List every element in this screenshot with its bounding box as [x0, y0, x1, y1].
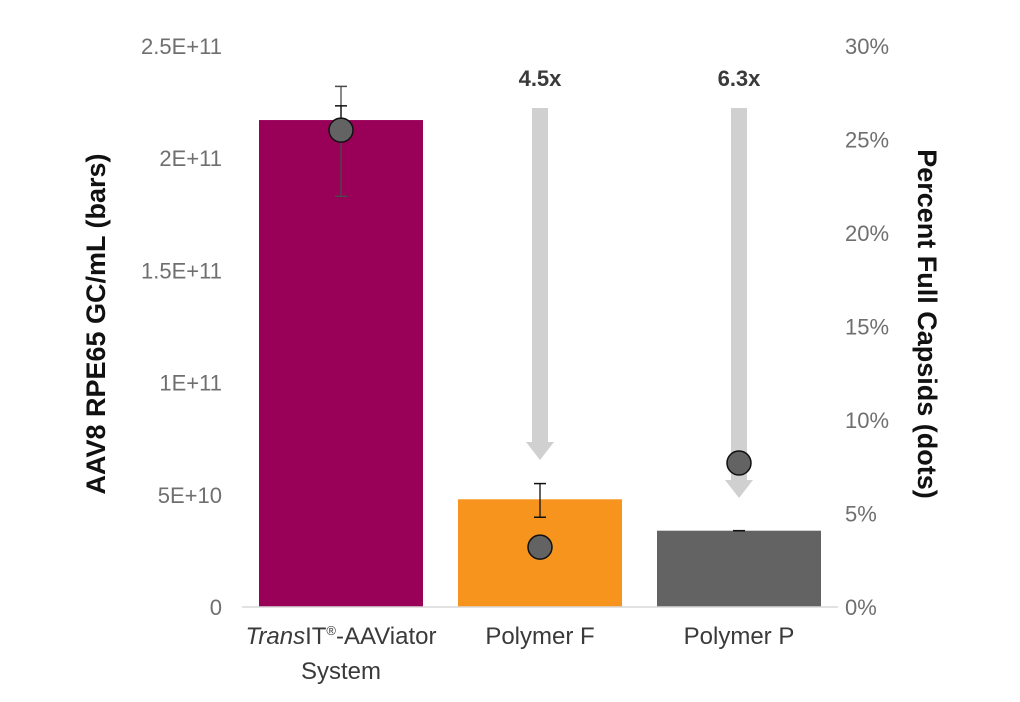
right-tick-label: 10%	[845, 408, 889, 433]
error-bars	[335, 85, 745, 532]
category-labels: TransIT®-AAViator System Polymer F Polymer …	[246, 623, 795, 685]
fold-label-0: 4.5x	[519, 66, 563, 91]
left-tick-label: 2E+11	[159, 146, 222, 171]
category-label-2: Polymer P	[684, 623, 795, 650]
right-tick-label: 30%	[845, 34, 889, 59]
left-tick-label: 1.5E+11	[141, 258, 222, 283]
fold-arrow-1	[725, 108, 753, 498]
right-axis-ticks: 0% 5% 10% 15% 20% 25% 30%	[845, 34, 889, 620]
fold-label-1: 6.3x	[718, 66, 762, 91]
right-tick-label: 15%	[845, 315, 889, 340]
right-tick-label: 25%	[845, 128, 889, 153]
left-axis-ticks: 0 5E+10 1E+11 1.5E+11 2E+11 2.5E+11	[141, 34, 222, 620]
dot-2	[726, 450, 752, 476]
right-tick-label: 20%	[845, 221, 889, 246]
left-axis-title: AAV8 RPE65 GC/mL (bars)	[81, 153, 111, 494]
bar-error-1	[534, 482, 546, 518]
bar-0	[259, 120, 423, 607]
dot-series	[328, 117, 752, 560]
category-label-1: Polymer F	[485, 623, 594, 650]
dot-1	[527, 534, 553, 560]
fold-arrow-0	[526, 108, 554, 460]
left-tick-label: 2.5E+11	[141, 34, 222, 59]
right-axis-title: Percent Full Capsids (dots)	[912, 149, 942, 499]
dot-0	[328, 117, 354, 143]
right-tick-label: 0%	[845, 595, 877, 620]
bar-2	[657, 530, 821, 607]
category-label-0-line2: System	[301, 658, 381, 685]
category-label-0: TransIT®-AAViator	[246, 623, 437, 650]
fold-change-arrows	[526, 108, 753, 498]
fold-change-labels: 4.5x 6.3x	[519, 66, 762, 91]
left-tick-label: 1E+11	[159, 371, 222, 396]
left-tick-label: 5E+10	[158, 483, 222, 508]
right-tick-label: 5%	[845, 502, 877, 527]
left-tick-label: 0	[210, 595, 222, 620]
